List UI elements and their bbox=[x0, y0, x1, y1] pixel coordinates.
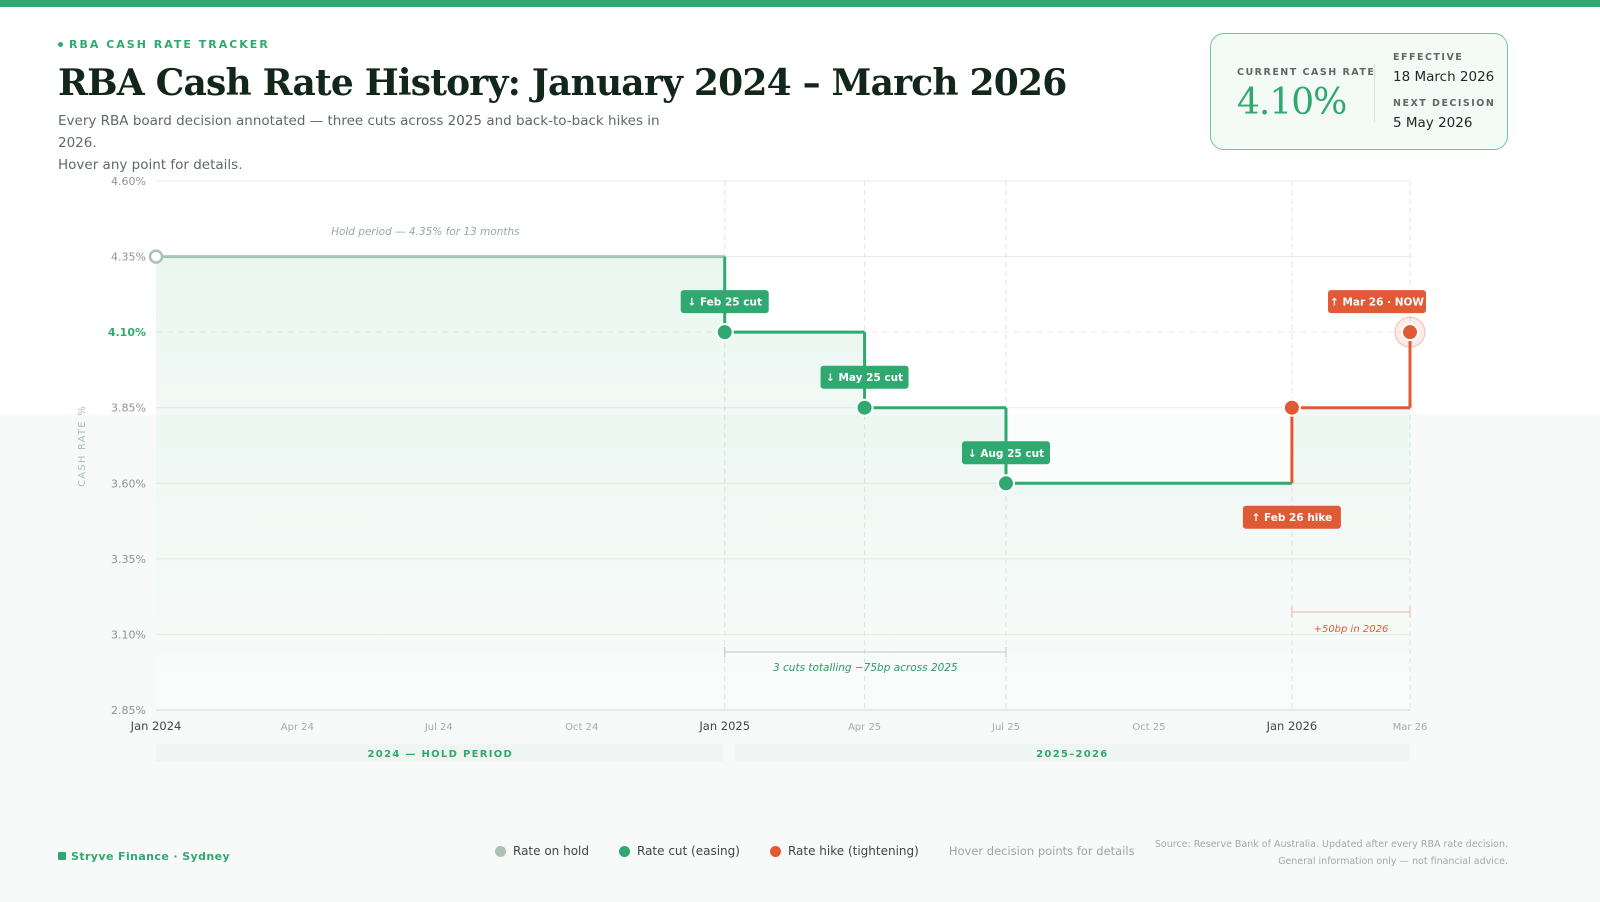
legend-hint: Hover decision points for details bbox=[948, 844, 1135, 858]
footer-brand-text: Stryve Finance · Sydney bbox=[71, 850, 231, 863]
legend-cut-label: Rate cut (easing) bbox=[637, 844, 740, 858]
effective-value: 18 March 2026 bbox=[1393, 69, 1495, 85]
eyebrow-text: RBA CASH RATE TRACKER bbox=[69, 38, 270, 51]
next-decision-value: 5 May 2026 bbox=[1393, 115, 1473, 131]
period-band bbox=[156, 744, 723, 761]
effective-label: EFFECTIVE bbox=[1393, 52, 1464, 63]
eyebrow-dot-icon bbox=[58, 41, 63, 47]
decision-callout-label: ↓ Feb 25 cut bbox=[687, 297, 761, 309]
decision-point-marker bbox=[1401, 323, 1419, 342]
legend-hold-swatch-icon bbox=[495, 845, 506, 857]
y-tick-label: 3.60% bbox=[111, 477, 146, 490]
y-tick-label: 4.60% bbox=[111, 175, 146, 188]
x-tick-label: Apr 25 bbox=[848, 722, 881, 733]
source-line-1: Source: Reserve Bank of Australia. Updat… bbox=[1154, 839, 1508, 850]
legend-cut-swatch-icon bbox=[619, 845, 630, 857]
decision-point-marker bbox=[855, 398, 874, 417]
eyebrow: RBA CASH RATE TRACKER bbox=[58, 38, 270, 51]
decision-callout-label: ↓ May 25 cut bbox=[826, 372, 903, 384]
legend-item-hike: Rate hike (tightening) bbox=[769, 844, 919, 858]
y-tick-label: 3.10% bbox=[111, 628, 146, 641]
legend-hike-swatch-icon bbox=[769, 845, 781, 857]
area-fill bbox=[156, 256, 1410, 710]
next-decision-label: NEXT DECISION bbox=[1393, 98, 1496, 109]
decision-point-marker bbox=[996, 474, 1015, 493]
period-band-label: 2024 — HOLD PERIOD bbox=[368, 749, 514, 760]
decision-callout bbox=[1328, 290, 1426, 314]
source-line-2: General information only — not financial… bbox=[1278, 856, 1508, 867]
decision-callout-label: ↑ Feb 26 hike bbox=[1252, 512, 1333, 524]
y-axis-title: CASH RATE % bbox=[77, 405, 88, 487]
decision-point-marker bbox=[1282, 398, 1301, 417]
top-accent-bar bbox=[0, 0, 1600, 7]
legend-item-hold: Rate on hold bbox=[495, 844, 589, 858]
x-tick-label: Oct 25 bbox=[1132, 722, 1165, 733]
decision-callout-label: ↑ Mar 26 · NOW bbox=[1330, 297, 1424, 309]
period-band bbox=[734, 744, 1410, 761]
x-tick-label: Jan 2026 bbox=[1266, 719, 1318, 733]
footer-brand: Stryve Finance · Sydney bbox=[58, 850, 230, 863]
x-tick-label: Jan 2025 bbox=[698, 719, 750, 733]
decision-callout bbox=[820, 365, 909, 389]
cuts-span-annotation: 3 cuts totalling −75bp across 2025 bbox=[773, 662, 958, 674]
legend-hold-label: Rate on hold bbox=[513, 844, 589, 858]
hikes-span-annotation: +50bp in 2026 bbox=[1314, 624, 1389, 635]
subtitle-line-2: Hover any point for details. bbox=[58, 157, 243, 173]
current-rate-label: CURRENT CASH RATE bbox=[1237, 67, 1376, 78]
y-tick-label: 2.85% bbox=[111, 704, 146, 717]
rate-card-divider bbox=[1374, 64, 1375, 122]
subtitle: Every RBA board decision annotated — thr… bbox=[58, 110, 698, 176]
period-band-label: 2025–2026 bbox=[1036, 749, 1108, 760]
start-point-marker bbox=[148, 249, 164, 264]
x-tick-label: Apr 24 bbox=[281, 722, 314, 733]
decision-callout bbox=[680, 290, 769, 314]
hold-period-annotation: Hold period — 4.35% for 13 months bbox=[331, 226, 520, 238]
source-note: Source: Reserve Bank of Australia. Updat… bbox=[1155, 836, 1508, 870]
x-tick-label: Mar 26 bbox=[1393, 722, 1428, 733]
x-tick-label: Jan 2024 bbox=[130, 719, 182, 733]
legend-item-cut: Rate cut (easing) bbox=[619, 844, 740, 858]
chart-legend: Rate on hold Rate cut (easing) Rate hike… bbox=[495, 844, 1135, 858]
page-title: RBA Cash Rate History: January 2024 – Ma… bbox=[58, 62, 1067, 104]
x-tick-label: Oct 24 bbox=[565, 722, 598, 733]
legend-hike-label: Rate hike (tightening) bbox=[787, 844, 919, 858]
y-tick-label: 4.10% bbox=[108, 326, 146, 339]
y-tick-label: 3.85% bbox=[111, 402, 146, 415]
x-tick-label: Jul 25 bbox=[991, 722, 1020, 733]
decision-point-marker bbox=[715, 323, 734, 342]
y-tick-label: 3.35% bbox=[111, 553, 146, 566]
brand-square-icon bbox=[58, 852, 66, 860]
x-tick-label: Jul 24 bbox=[424, 722, 453, 733]
decision-callout bbox=[961, 441, 1050, 465]
decision-callout bbox=[1242, 505, 1341, 529]
decision-callout-label: ↓ Aug 25 cut bbox=[968, 448, 1044, 460]
y-tick-label: 4.35% bbox=[111, 251, 146, 264]
subtitle-line-1: Every RBA board decision annotated — thr… bbox=[58, 113, 660, 151]
current-rate-value: 4.10% bbox=[1237, 82, 1347, 123]
current-rate-card: CURRENT CASH RATE 4.10% EFFECTIVE 18 Mar… bbox=[1210, 33, 1508, 150]
